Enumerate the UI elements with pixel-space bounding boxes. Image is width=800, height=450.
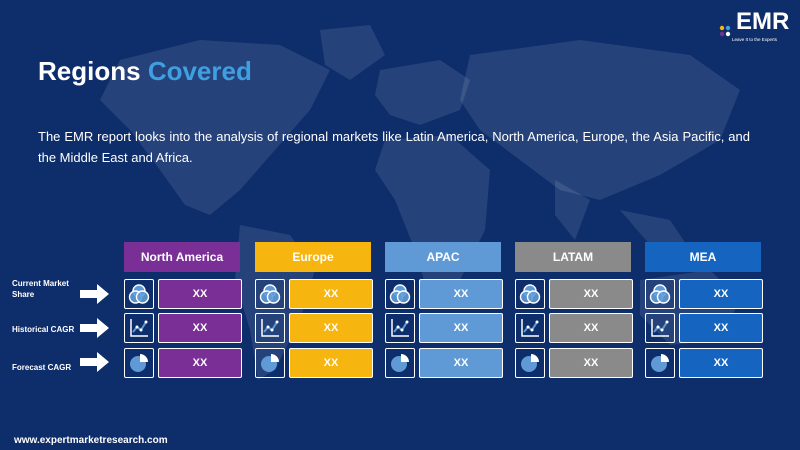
- venn-diagram-icon: [385, 279, 415, 309]
- line-chart-icon: [385, 313, 415, 343]
- value-cell-mea: XX: [679, 279, 763, 309]
- venn-diagram-icon: [124, 279, 154, 309]
- title-main: Regions: [38, 56, 141, 86]
- line-chart-icon: [515, 313, 545, 343]
- pie-chart-icon: [385, 348, 415, 378]
- header-apac: APAC: [385, 242, 501, 272]
- venn-diagram-icon: [515, 279, 545, 309]
- value-cell-europe: XX: [289, 313, 373, 343]
- value-cell-latam: XX: [549, 348, 633, 378]
- description-text: The EMR report looks into the analysis o…: [38, 129, 750, 165]
- logo-dots-icon: [719, 25, 731, 37]
- line-chart-icon: [124, 313, 154, 343]
- line-chart-icon: [255, 313, 285, 343]
- header-latam: LATAM: [515, 242, 631, 272]
- value-cell-north-america: XX: [158, 279, 242, 309]
- header-mea: MEA: [645, 242, 761, 272]
- arrow-right-icon: [80, 318, 109, 338]
- footer-url[interactable]: www.expertmarketresearch.com: [14, 435, 168, 446]
- page-title: Regions Covered: [38, 56, 252, 87]
- value-cell-north-america: XX: [158, 348, 242, 378]
- row-label-forecast-cagr: Forecast CAGR: [12, 363, 72, 372]
- emr-logo[interactable]: EMR Leave It to the Experts: [719, 8, 792, 46]
- value-cell-mea: XX: [679, 348, 763, 378]
- value-cell-europe: XX: [289, 279, 373, 309]
- value-cell-apac: XX: [419, 313, 503, 343]
- logo-tagline: Leave It to the Experts: [732, 37, 778, 42]
- logo-text: EMR: [736, 8, 790, 35]
- value-cell-latam: XX: [549, 313, 633, 343]
- value-cell-apac: XX: [419, 279, 503, 309]
- value-cell-mea: XX: [679, 313, 763, 343]
- title-accent: Covered: [147, 56, 252, 86]
- row-label-current-market-share: Current Market Share: [12, 279, 69, 299]
- pie-chart-icon: [255, 348, 285, 378]
- pie-chart-icon: [515, 348, 545, 378]
- value-cell-apac: XX: [419, 348, 503, 378]
- line-chart-icon: [645, 313, 675, 343]
- value-cell-north-america: XX: [158, 313, 242, 343]
- pie-chart-icon: [124, 348, 154, 378]
- arrow-right-icon: [80, 352, 109, 372]
- pie-chart-icon: [645, 348, 675, 378]
- value-cell-latam: XX: [549, 279, 633, 309]
- row-label-historical-cagr: Historical CAGR: [12, 325, 75, 334]
- value-cell-europe: XX: [289, 348, 373, 378]
- arrow-right-icon: [80, 284, 109, 304]
- venn-diagram-icon: [645, 279, 675, 309]
- header-north-america: North America: [124, 242, 240, 272]
- header-europe: Europe: [255, 242, 371, 272]
- venn-diagram-icon: [255, 279, 285, 309]
